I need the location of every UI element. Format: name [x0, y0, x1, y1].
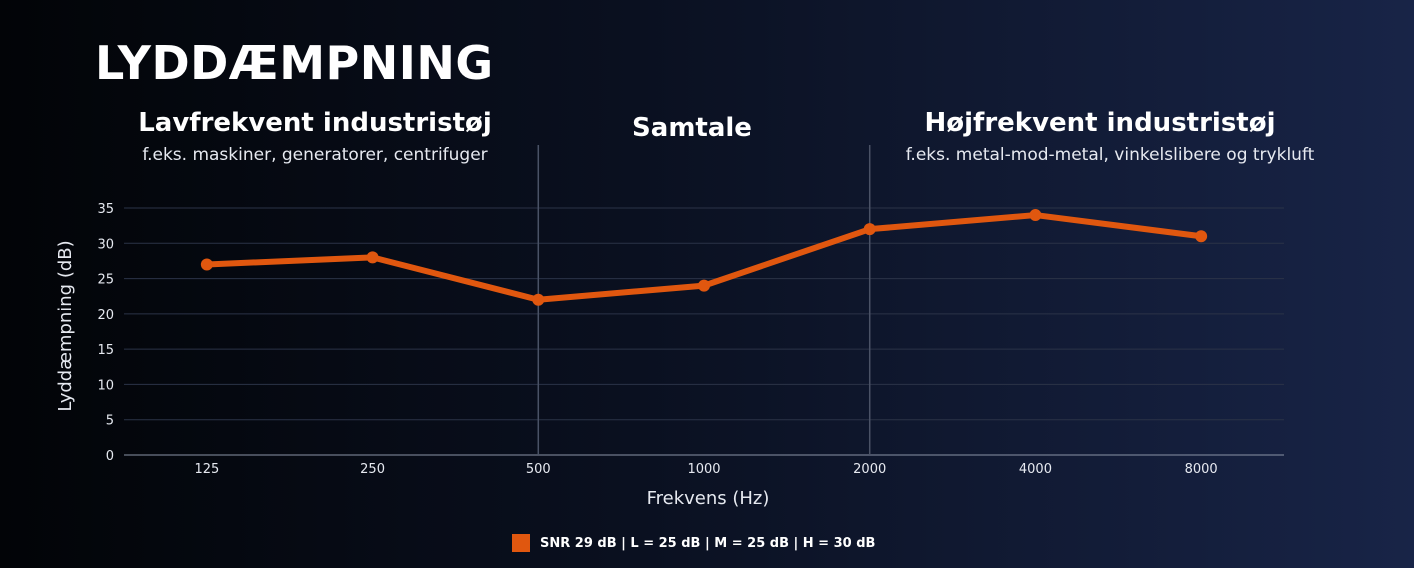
x-axis-ticks: 125 250 500 1000 2000 4000 8000 [194, 462, 1217, 477]
series-snr [200, 209, 1208, 306]
x-tick-label: 125 [194, 462, 219, 477]
region-subtitle-high-frequency: f.eks. metal-mod-metal, vinkelslibere og… [905, 145, 1315, 165]
x-axis-label: Frekvens (Hz) [647, 488, 770, 509]
region-subtitle-low-frequency: f.eks. maskiner, generatorer, centrifuge… [142, 145, 488, 165]
x-tick-label: 1000 [687, 462, 720, 477]
region-title-conversation: Samtale [632, 113, 752, 143]
data-point [200, 258, 213, 271]
x-tick-label: 250 [360, 462, 385, 477]
legend-label: SNR 29 dB | L = 25 dB | M = 25 dB | H = … [540, 535, 876, 551]
region-title-high-frequency: Højfrekvent industristøj [924, 108, 1276, 138]
y-tick-label: 20 [97, 308, 114, 323]
y-tick-label: 0 [106, 449, 114, 464]
grid-lines [124, 207, 1284, 456]
legend: SNR 29 dB | L = 25 dB | M = 25 dB | H = … [512, 534, 875, 552]
page-title: LYDDÆMPNING [95, 36, 494, 90]
y-tick-label: 25 [97, 273, 114, 288]
x-tick-label: 2000 [853, 462, 886, 477]
y-tick-label: 5 [106, 414, 114, 429]
legend-swatch [512, 534, 530, 552]
x-tick-label: 4000 [1019, 462, 1052, 477]
data-point [1195, 230, 1208, 243]
data-point [366, 251, 379, 264]
data-point [698, 279, 710, 292]
y-tick-label: 15 [97, 343, 114, 358]
y-tick-label: 30 [97, 237, 114, 252]
x-tick-label: 8000 [1185, 462, 1218, 477]
x-tick-label: 500 [526, 462, 551, 477]
y-tick-label: 10 [97, 378, 114, 393]
data-point [863, 223, 876, 236]
region-title-low-frequency: Lavfrekvent industristøj [138, 108, 492, 138]
region-dividers [537, 145, 871, 455]
data-point [1029, 209, 1042, 222]
y-tick-label: 35 [97, 202, 114, 217]
y-axis-ticks: 0 5 10 15 20 25 30 35 [97, 202, 114, 464]
y-axis-label: Lyddæmpning (dB) [55, 240, 76, 411]
data-point [532, 293, 545, 306]
